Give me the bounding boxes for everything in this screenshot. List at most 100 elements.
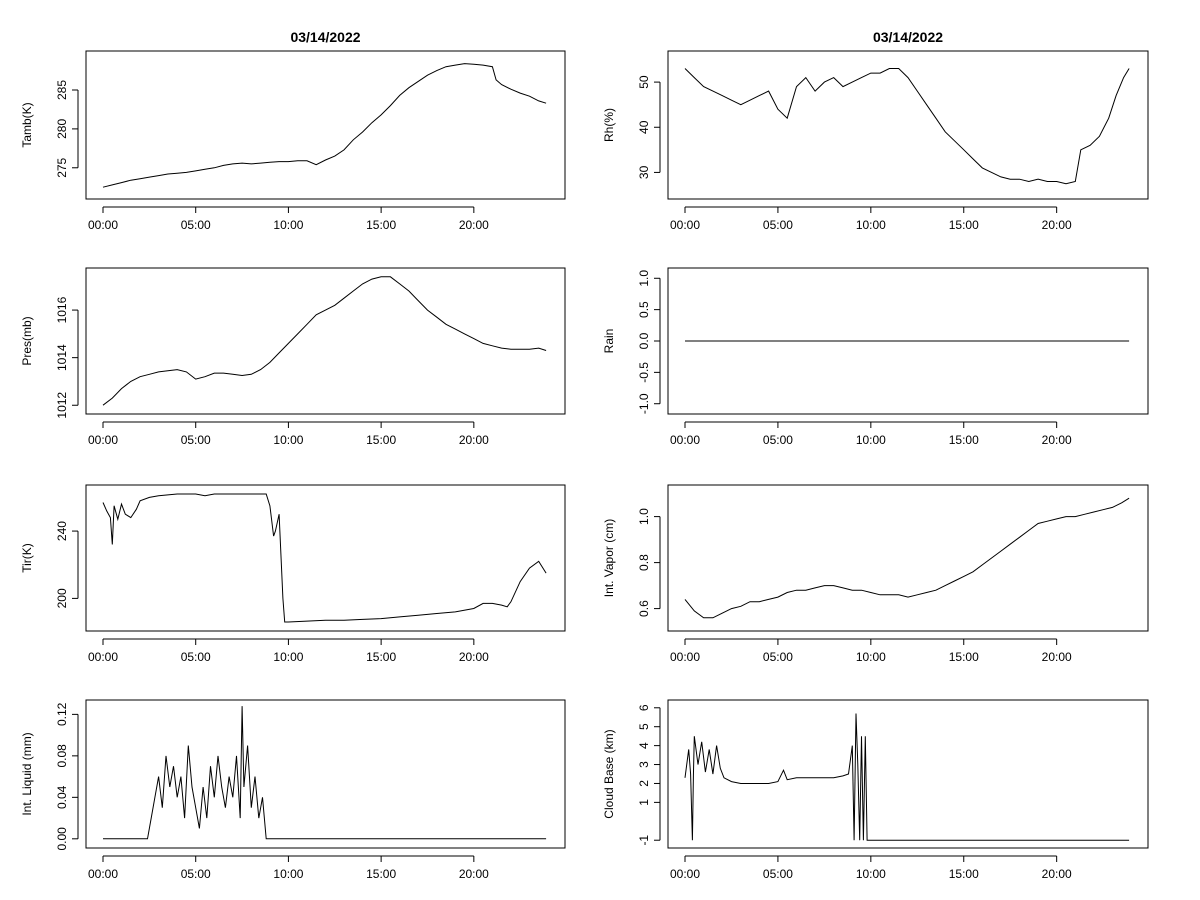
x-tick-label: 00:00 (670, 218, 700, 232)
series-line-1 (684, 68, 1130, 185)
series-line-1 (102, 493, 547, 623)
x-tick-label: 00:00 (670, 867, 700, 881)
y-tick-label: 1014 (55, 344, 69, 371)
panel-1: 03/14/2022 00:00 05:00 10:00 15:00 20:00 275 28… (20, 29, 566, 232)
y-tick-label: 50 (637, 75, 651, 89)
y-tick-label: 0.04 (55, 785, 69, 809)
x-tick-label: 10:00 (273, 218, 303, 232)
y-tick-label: 1.0 (637, 270, 651, 287)
x-tick-label: 15:00 (366, 650, 396, 664)
y-tick-label: 0.0 (637, 332, 651, 349)
x-tick-label: 00:00 (88, 650, 118, 664)
x-tick-label: 10:00 (273, 867, 303, 881)
series-line-1 (102, 276, 547, 406)
y-tick-label: 0.12 (55, 702, 69, 726)
plot-frame (85, 267, 566, 415)
y-tick-label: 200 (55, 588, 69, 608)
x-tick-label: 05:00 (763, 650, 793, 664)
panel-8: 00:00 05:00 10:00 15:00 20:00 -1 1 2 3 4 5 6 Cloud B… (602, 699, 1149, 881)
x-tick-label: 15:00 (949, 867, 979, 881)
y-tick-label: -0.5 (637, 362, 651, 383)
panel-title: 03/14/2022 (290, 29, 360, 45)
plot-frame (667, 699, 1149, 849)
y-axis-label: Rh(%) (602, 108, 616, 142)
x-tick-label: 15:00 (949, 650, 979, 664)
x-tick-label: 00:00 (88, 218, 118, 232)
y-tick-label: -1.0 (637, 393, 651, 414)
panel-7: 00:00 05:00 10:00 15:00 20:00 0.00 0.04 0.08 0.1… (20, 699, 566, 881)
x-tick-label: 20:00 (459, 867, 489, 881)
x-tick-label: 00:00 (88, 867, 118, 881)
x-tick-label: 10:00 (856, 218, 886, 232)
x-tick-label: 05:00 (181, 218, 211, 232)
x-tick-label: 20:00 (1042, 218, 1072, 232)
y-tick-label: 285 (55, 80, 69, 100)
y-tick-label: 0.00 (55, 827, 69, 851)
x-tick-label: 20:00 (459, 650, 489, 664)
plot-frame (667, 267, 1149, 415)
plot-frame (85, 50, 566, 200)
y-tick-label: 275 (55, 157, 69, 177)
x-tick-label: 05:00 (763, 433, 793, 447)
y-tick-label: 40 (637, 120, 651, 134)
y-tick-label: 0.8 (637, 554, 651, 571)
x-tick-label: 15:00 (949, 218, 979, 232)
y-tick-label: 1 (637, 799, 651, 806)
y-tick-label: 5 (637, 723, 651, 730)
x-tick-label: 10:00 (273, 433, 303, 447)
x-tick-label: 05:00 (181, 650, 211, 664)
x-tick-label: 15:00 (366, 433, 396, 447)
y-axis-label: Tir(K) (20, 543, 34, 573)
x-tick-label: 15:00 (366, 218, 396, 232)
y-tick-label: 1.0 (637, 508, 651, 525)
x-tick-label: 15:00 (949, 433, 979, 447)
x-tick-label: 05:00 (763, 218, 793, 232)
x-tick-label: 10:00 (856, 867, 886, 881)
y-tick-label: 3 (637, 761, 651, 768)
x-tick-label: 15:00 (366, 867, 396, 881)
y-tick-label: 4 (637, 742, 651, 749)
y-axis-label: Cloud Base (km) (602, 729, 616, 818)
x-tick-label: 20:00 (459, 218, 489, 232)
y-axis-label: Rain (602, 329, 616, 354)
x-tick-label: 20:00 (1042, 867, 1072, 881)
y-axis-label: Pres(mb) (20, 316, 34, 365)
y-tick-label: 280 (55, 119, 69, 139)
x-tick-label: 10:00 (273, 650, 303, 664)
panel-2: 03/14/2022 00:00 05:00 10:00 15:00 20:00 30 40 5… (602, 29, 1149, 232)
x-tick-label: 00:00 (670, 433, 700, 447)
series-line-1 (684, 713, 1130, 841)
series-line-1 (102, 63, 547, 188)
panel-3: 00:00 05:00 10:00 15:00 20:00 1012 1014 1016 Pre… (20, 267, 566, 447)
x-tick-label: 00:00 (88, 433, 118, 447)
plot-frame (85, 699, 566, 849)
y-axis-label: Tamb(K) (20, 102, 34, 147)
x-tick-label: 05:00 (181, 867, 211, 881)
x-tick-label: 20:00 (459, 433, 489, 447)
x-tick-label: 00:00 (670, 650, 700, 664)
x-tick-label: 10:00 (856, 433, 886, 447)
x-tick-label: 05:00 (763, 867, 793, 881)
y-tick-label: 6 (637, 704, 651, 711)
plot-frame (667, 484, 1149, 632)
series-line-1 (103, 706, 547, 840)
y-tick-label: 1012 (55, 392, 69, 419)
x-tick-label: 05:00 (181, 433, 211, 447)
panel-5: 00:00 05:00 10:00 15:00 20:00 200 240 Tir(K) (20, 484, 566, 664)
y-tick-label: 30 (637, 165, 651, 179)
y-tick-label: 1016 (55, 296, 69, 323)
panel-title: 03/14/2022 (873, 29, 943, 45)
panel-6: 00:00 05:00 10:00 15:00 20:00 0.6 0.8 1.0 Int. V… (602, 484, 1149, 664)
x-tick-label: 20:00 (1042, 650, 1072, 664)
y-axis-label: Int. Vapor (cm) (602, 519, 616, 597)
y-tick-label: 0.6 (637, 600, 651, 617)
y-tick-label: 0.5 (637, 301, 651, 318)
panel-4: 00:00 05:00 10:00 15:00 20:00 -1.0 -0.5 0.0 0.5 1… (602, 267, 1149, 447)
x-tick-label: 20:00 (1042, 433, 1072, 447)
y-axis-label: Int. Liquid (mm) (20, 732, 34, 815)
plot-frame (667, 50, 1149, 200)
series-line-1 (684, 497, 1130, 619)
x-tick-label: 10:00 (856, 650, 886, 664)
y-tick-label: -1 (637, 835, 651, 846)
